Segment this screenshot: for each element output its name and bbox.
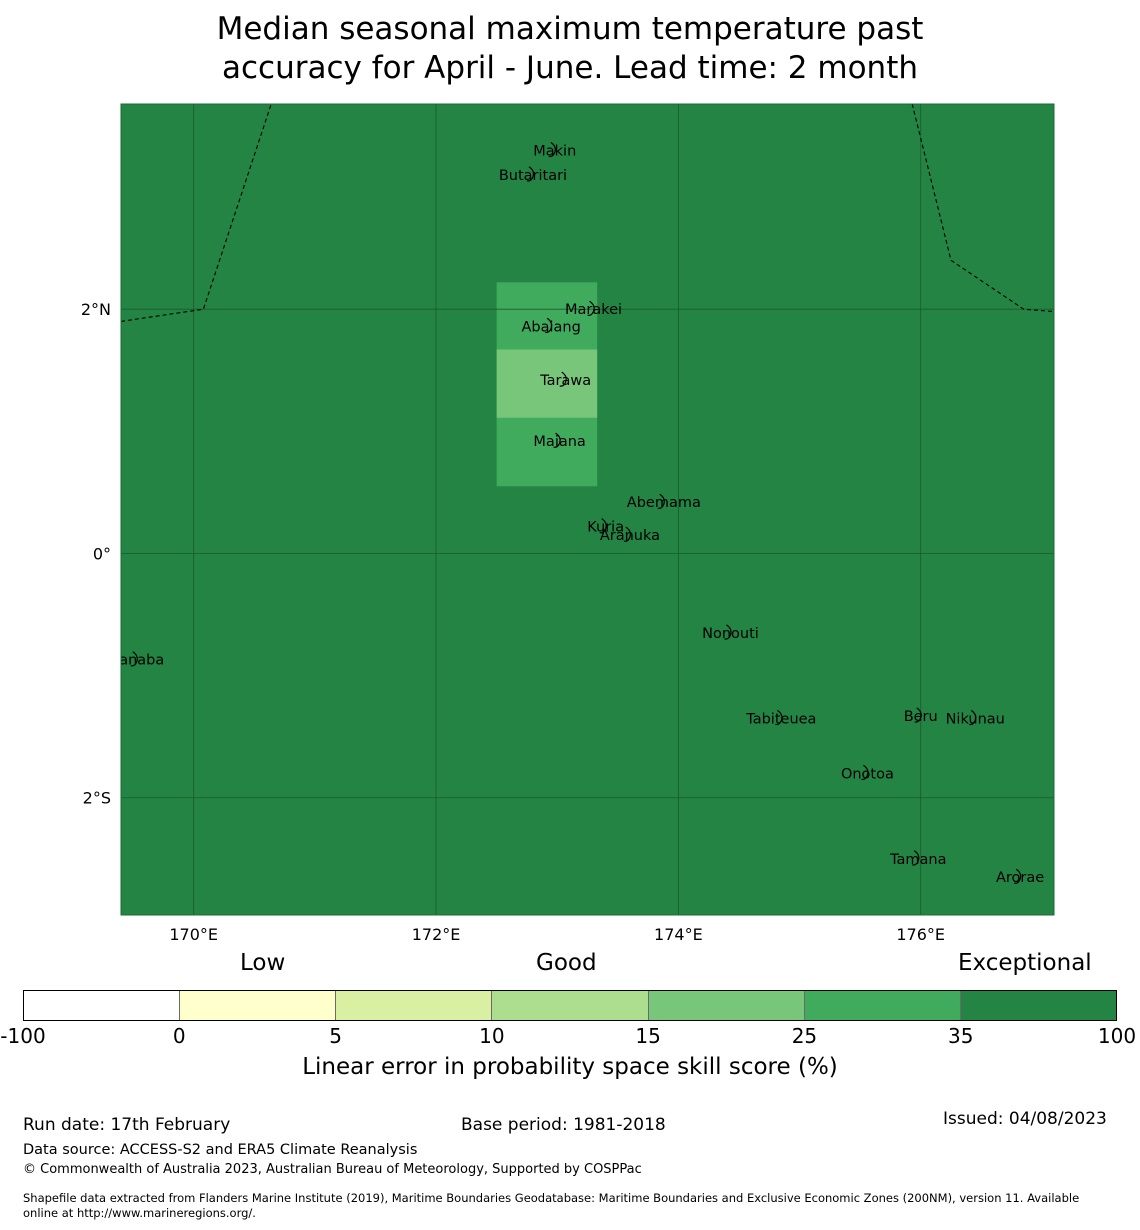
island-label: Marakei xyxy=(565,302,622,318)
eez-boundary xyxy=(121,104,272,322)
island-outline xyxy=(130,651,138,667)
island-label: Tarawa xyxy=(539,373,591,389)
colorbar xyxy=(23,990,1117,1021)
colorbar-tick-label: -100 xyxy=(0,1024,46,1048)
island-outline xyxy=(599,518,607,534)
colorbar-segment xyxy=(648,991,805,1020)
island-label: Banaba xyxy=(109,653,164,669)
colorbar-segment xyxy=(180,991,337,1020)
data-source: Data source: ACCESS-S2 and ERA5 Climate … xyxy=(23,1142,418,1158)
title-line-1: Median seasonal maximum temperature past xyxy=(216,11,924,47)
colorbar-tick-label: 15 xyxy=(635,1024,661,1048)
category-exceptional: Exceptional xyxy=(958,950,1092,976)
island-outline xyxy=(544,317,553,334)
island-outline xyxy=(724,624,732,640)
island-label: Tamana xyxy=(889,852,946,868)
skill-cell xyxy=(496,282,598,350)
lon-tick-label: 176°E xyxy=(896,925,945,944)
island-label: Butaritari xyxy=(499,168,567,184)
lon-tick-label: 174°E xyxy=(654,925,703,944)
lat-tick-label: 2°S xyxy=(83,789,111,808)
island-outline xyxy=(548,141,556,158)
skill-cell xyxy=(496,417,598,487)
copyright: © Commonwealth of Australia 2023, Austra… xyxy=(23,1162,642,1177)
category-good: Good xyxy=(536,950,597,976)
island-outline xyxy=(587,300,595,316)
eez-boundary xyxy=(911,104,1054,313)
island-label: Nikunau xyxy=(946,711,1005,727)
colorbar-tick-label: 100 xyxy=(1097,1024,1137,1048)
colorbar-tick-label: 5 xyxy=(329,1024,342,1048)
shapefile-credit-line-2: online at http://www.marineregions.org/. xyxy=(23,1206,256,1220)
colorbar-title: Linear error in probability space skill … xyxy=(302,1054,838,1080)
island-outline xyxy=(553,432,561,448)
island-label: Abaiang xyxy=(521,319,580,335)
island-outline xyxy=(914,707,922,723)
colorbar-segment xyxy=(960,991,1116,1020)
island-label: Maiana xyxy=(533,434,585,450)
island-outline xyxy=(912,850,920,866)
island-label: Makin xyxy=(533,143,576,159)
colorbar-segment xyxy=(804,991,961,1020)
lon-tick-label: 170°E xyxy=(169,925,218,944)
lat-tick-label: 0° xyxy=(93,544,111,563)
island-outline xyxy=(861,764,869,781)
island-outline xyxy=(559,371,567,387)
issued-date: Issued: 04/08/2023 xyxy=(943,1109,1107,1129)
map-background xyxy=(121,104,1054,915)
island-outline xyxy=(969,709,977,726)
lon-tick-label: 172°E xyxy=(412,925,461,944)
colorbar-segment xyxy=(24,991,181,1020)
colorbar-tick-label: 35 xyxy=(947,1024,974,1048)
run-date: Run date: 17th February xyxy=(23,1115,231,1135)
map-title: Median seasonal maximum temperature past… xyxy=(0,10,1140,88)
island-outline xyxy=(657,493,665,509)
base-period: Base period: 1981-2018 xyxy=(461,1115,666,1135)
lat-tick-label: 2°N xyxy=(81,300,111,319)
island-label: Onotoa xyxy=(841,766,894,782)
colorbar-tick-label: 25 xyxy=(791,1024,818,1048)
island-label: Nonouti xyxy=(702,626,759,642)
island-outline xyxy=(526,166,535,182)
island-label: Beru xyxy=(904,709,938,725)
shapefile-credit-line-1: Shapefile data extracted from Flanders M… xyxy=(23,1191,1080,1205)
category-low: Low xyxy=(240,950,286,976)
island-label: Abemama xyxy=(627,495,701,511)
island-outline xyxy=(775,709,783,726)
colorbar-segment xyxy=(336,991,493,1020)
colorbar-tick-label: 0 xyxy=(172,1024,186,1048)
colorbar-tick-label: 10 xyxy=(479,1024,505,1048)
island-outline xyxy=(623,526,631,542)
map-frame xyxy=(120,103,1055,916)
island-label: Arorae xyxy=(996,870,1044,886)
title-line-2: accuracy for April - June. Lead time: 2 … xyxy=(221,50,919,86)
skill-cell xyxy=(496,349,598,418)
colorbar-segment xyxy=(492,991,649,1020)
island-label: Kuria xyxy=(587,520,624,536)
island-outline xyxy=(1013,868,1022,884)
island-label: Tabiteuea xyxy=(745,711,816,727)
island-label: Aranuka xyxy=(600,528,660,544)
axis-labels: 170°E 172°E 174°E 176°E 2°N 0° 2°S xyxy=(81,300,945,944)
